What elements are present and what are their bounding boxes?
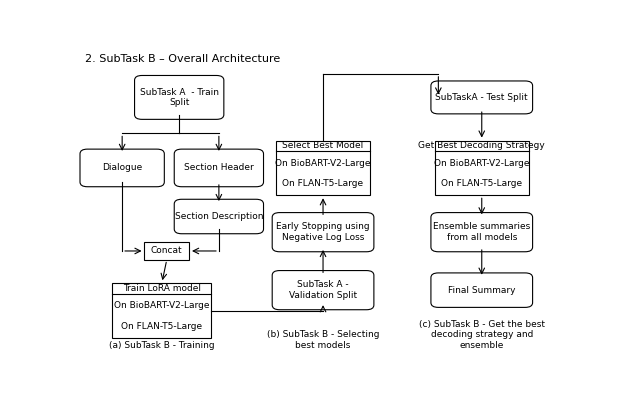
FancyBboxPatch shape	[272, 212, 374, 252]
Text: SubTask A -
Validation Split: SubTask A - Validation Split	[289, 280, 357, 300]
Text: SubTaskA - Test Split: SubTaskA - Test Split	[435, 93, 528, 102]
FancyBboxPatch shape	[431, 212, 532, 252]
FancyBboxPatch shape	[134, 75, 224, 119]
Text: On BioBART-V2-Large

On FLAN-T5-Large: On BioBART-V2-Large On FLAN-T5-Large	[275, 158, 371, 188]
Text: Concat: Concat	[151, 247, 182, 256]
Text: On BioBART-V2-Large

On FLAN-T5-Large: On BioBART-V2-Large On FLAN-T5-Large	[434, 158, 529, 188]
Text: (c) SubTask B - Get the best
decoding strategy and
ensemble: (c) SubTask B - Get the best decoding st…	[419, 320, 545, 350]
Text: Section Header: Section Header	[184, 164, 253, 173]
Bar	[276, 140, 370, 195]
Text: 2. SubTask B – Overall Architecture: 2. SubTask B – Overall Architecture	[85, 54, 280, 63]
Bar	[112, 283, 211, 338]
Text: SubTask A  - Train
Split: SubTask A - Train Split	[140, 88, 219, 107]
Text: (a) SubTask B - Training: (a) SubTask B - Training	[109, 341, 214, 350]
FancyBboxPatch shape	[431, 273, 532, 307]
Bar	[145, 242, 189, 260]
Text: Get Best Decoding Strategy: Get Best Decoding Strategy	[419, 142, 545, 151]
FancyBboxPatch shape	[80, 149, 164, 187]
FancyBboxPatch shape	[431, 81, 532, 114]
Text: Early Stopping using
Negative Log Loss: Early Stopping using Negative Log Loss	[276, 223, 370, 242]
Text: (b) SubTask B - Selecting
best models: (b) SubTask B - Selecting best models	[267, 330, 380, 350]
Text: Train LoRA model: Train LoRA model	[123, 284, 201, 293]
Text: Select Best Model: Select Best Model	[282, 142, 364, 151]
Text: Section Description: Section Description	[175, 212, 263, 221]
FancyBboxPatch shape	[272, 271, 374, 310]
Text: Dialogue: Dialogue	[102, 164, 142, 173]
Text: Ensemble summaries
from all models: Ensemble summaries from all models	[433, 223, 531, 242]
Text: Final Summary: Final Summary	[448, 286, 515, 295]
Text: On BioBART-V2-Large

On FLAN-T5-Large: On BioBART-V2-Large On FLAN-T5-Large	[114, 301, 209, 331]
FancyBboxPatch shape	[174, 149, 264, 187]
FancyBboxPatch shape	[174, 199, 264, 234]
Bar	[435, 140, 529, 195]
